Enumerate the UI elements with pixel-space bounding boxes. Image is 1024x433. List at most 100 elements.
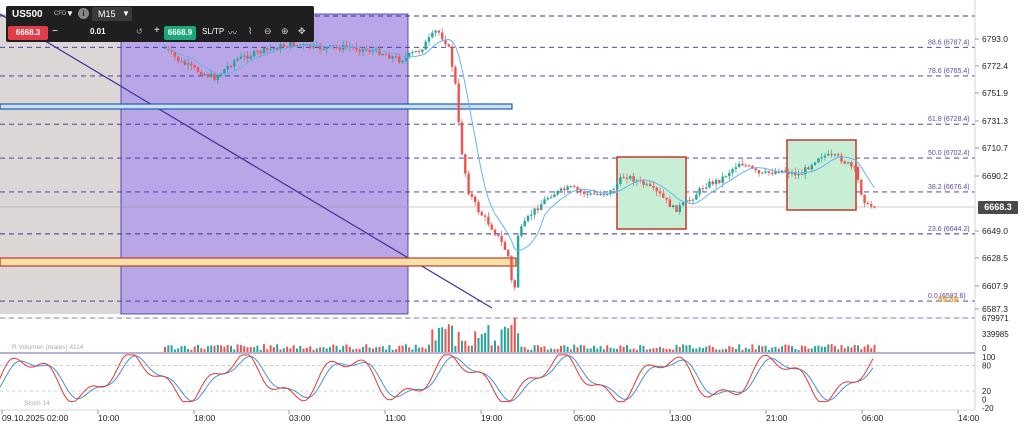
volume-bar [193,346,196,352]
candle [586,193,589,195]
volume-bar [289,348,292,352]
volume-bar [629,349,632,352]
price-label: 6628.5 [982,253,1008,263]
volume-bar [767,349,770,352]
candle [675,205,678,212]
candle [223,69,226,74]
volume-bar [764,345,767,352]
time-label: 21:00 [766,413,788,423]
candle [873,206,876,208]
candle [698,188,701,195]
candle [236,58,239,61]
timeframe-selector[interactable]: M15 ▼ [92,7,132,21]
candle [579,190,582,192]
candle [256,51,259,53]
stoch-axis-label: 80 [982,362,991,371]
candle [477,202,480,213]
volume-bar [804,346,807,352]
volume-bar [527,349,529,352]
candle [747,165,751,167]
line-chart-icon[interactable]: 〰 [228,28,238,38]
candle [757,170,761,174]
candle [546,197,549,200]
candle [408,52,411,57]
volume-bar [325,348,328,352]
volume-bar [302,348,305,352]
symbol-name[interactable]: US500 [12,9,43,20]
candle [243,55,246,57]
volume-bar [599,346,602,352]
zoom-out-icon[interactable]: ⊖ [264,26,272,36]
plus-icon[interactable]: + [154,25,160,36]
volume-bar [197,344,199,352]
candle [173,51,177,57]
quantity-field[interactable]: 0.01 [90,27,106,36]
volume-bar [678,346,681,352]
info-icon[interactable]: i [78,8,89,19]
sell-button[interactable]: 6668.3 [8,26,48,40]
volume-bar [266,349,269,352]
candle [804,167,807,175]
candle [681,202,685,206]
volume-bar [200,348,203,352]
minus-icon[interactable]: − [52,26,58,37]
volume-bar [441,327,444,352]
trade-toolbar: US500 CFD ▼ i M15 ▼ 6668.3 − 0.01 ↺ + 66… [6,6,314,42]
candle [398,56,401,63]
volume-bar [553,349,556,352]
stoch-title: Stoch 14 [24,400,50,407]
time-label: 10:00 [98,413,120,423]
fib-label: 0.0 (6592.6) [928,293,966,300]
candle [285,46,289,48]
volume-bar [606,345,609,352]
volume-bar [659,346,661,352]
volume-bar [843,348,846,352]
volume-bar [434,340,437,352]
candle [312,44,315,48]
volume-bar [807,348,810,352]
candle [404,56,408,61]
volume-bar [322,347,325,352]
undo-icon[interactable]: ↺ [136,27,143,36]
volume-bar [279,349,282,352]
volume-bar [510,324,513,352]
volume-bar [507,328,510,352]
crosshair-icon[interactable]: ✥ [298,26,306,36]
candle [414,51,417,53]
volume-bar [540,347,543,352]
volume-bar [649,348,652,352]
gray-zone [0,14,121,314]
zoom-in-icon[interactable]: ⊕ [281,26,289,36]
volume-bar [421,347,424,352]
toolbar-top-row: US500 CFD ▼ i M15 ▼ [6,6,314,24]
volume-bar [503,326,506,352]
candle [672,205,675,208]
timeframe-label: M15 [98,9,116,19]
volume-bar [315,348,318,352]
price-label: 6690.2 [982,171,1008,181]
volume-bar [642,345,645,352]
sl-tp-button[interactable]: SL/TP [202,27,225,36]
volume-bar [243,346,246,352]
volume-bar [444,329,447,352]
volume-axis-label: 679971 [982,314,1009,323]
candle [203,74,206,76]
candle [210,73,213,77]
candle [705,187,708,189]
candle [556,190,559,195]
candle [510,256,513,281]
volume-bar [398,345,401,352]
caret-down-icon[interactable]: ▼ [66,9,74,18]
volume-bar [391,349,394,352]
buy-button[interactable]: 6668.9 [164,26,196,40]
candle [652,185,655,188]
indicator-icon[interactable]: ⌇ [248,26,253,36]
volume-axis-label: 339985 [982,330,1009,339]
candlestick-series [163,27,876,291]
candle [233,60,236,67]
volume-bar [246,347,249,352]
volume-bar [358,348,361,352]
volume-bar [576,347,579,352]
